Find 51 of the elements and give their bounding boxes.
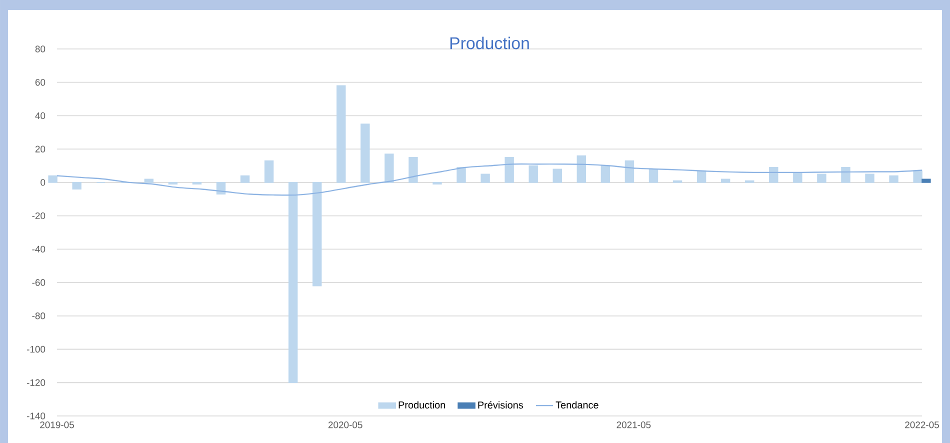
legend-label: Tendance (556, 401, 598, 409)
y-tick-label: -140 (26, 412, 46, 420)
x-tick-label: 2019-05 (40, 422, 74, 428)
bar (922, 178, 931, 183)
y-tick-label: -60 (32, 279, 46, 286)
bar (312, 182, 322, 286)
bar (360, 124, 370, 183)
chart-title: Production (450, 36, 529, 50)
bar (841, 167, 850, 183)
bar (336, 85, 346, 183)
legend-label: Prévisions (478, 401, 524, 409)
bar (696, 170, 706, 183)
line-series (56, 163, 923, 196)
x-tick-label: 2020-05 (328, 422, 362, 428)
bar (769, 167, 778, 183)
bar (528, 165, 538, 183)
x-tick-label: 2021-05 (616, 422, 651, 428)
y-tick-label: 20 (35, 146, 46, 152)
y-tick-label: -20 (32, 212, 46, 220)
bar (456, 167, 466, 183)
bar (817, 174, 826, 183)
y-tick-label: -120 (26, 379, 46, 386)
legend-label: Production (398, 401, 445, 409)
bar (913, 170, 922, 183)
bar (240, 175, 250, 183)
bar (600, 165, 610, 183)
y-tick-label: -80 (32, 312, 46, 320)
bar (624, 160, 634, 183)
bar (264, 160, 274, 183)
bar (144, 178, 154, 183)
x-tick-label: 2022-05 (905, 422, 939, 428)
bar (720, 178, 730, 183)
bar (648, 168, 658, 183)
y-tick-label: 60 (35, 79, 46, 86)
bar (408, 157, 418, 183)
y-tick-label: -40 (32, 246, 46, 253)
y-tick-label: -100 (26, 346, 46, 353)
bar (480, 174, 490, 183)
bar (576, 155, 586, 183)
y-tick-label: 0 (40, 179, 46, 186)
y-tick-label: 40 (35, 112, 46, 120)
y-tick-label: 80 (35, 46, 46, 52)
bar (865, 174, 874, 183)
bar (384, 154, 394, 183)
bar (889, 175, 898, 183)
bar (552, 168, 562, 183)
bar (48, 175, 58, 183)
bar (793, 172, 802, 183)
bar (288, 182, 298, 384)
bar (504, 157, 514, 183)
bar (72, 182, 82, 190)
